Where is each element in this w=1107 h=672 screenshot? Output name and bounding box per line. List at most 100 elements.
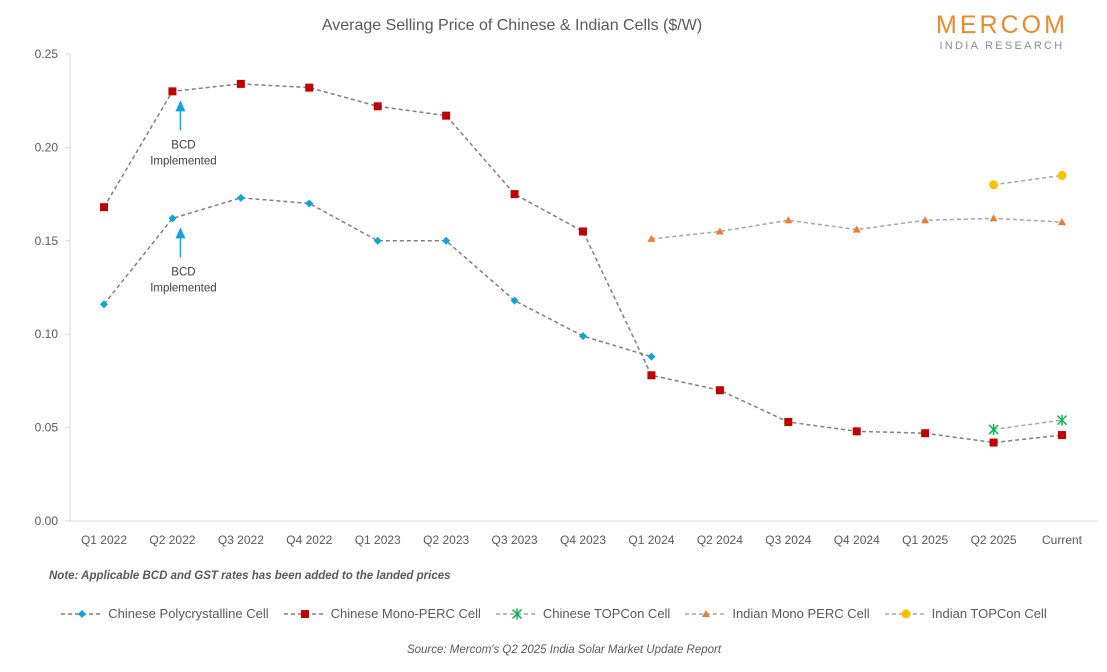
annotation-line2: Implemented — [150, 155, 216, 167]
legend-swatch-star-icon — [495, 608, 538, 619]
bcd-annotation: BCD Implemented — [150, 227, 217, 294]
y-tick-label: 0.25 — [35, 47, 59, 61]
legend-item: Chinese TOPCon Cell — [495, 606, 670, 621]
source-text: Source: Mercom's Q2 2025 India Solar Mar… — [406, 644, 722, 656]
legend-marker — [300, 609, 309, 618]
legend-marker — [901, 609, 911, 618]
series-line-chinese-mono-perc-cell — [103, 83, 1063, 444]
data-point-chinese-mono-perc-cell — [100, 203, 108, 212]
x-tick-label: Q4 2024 — [834, 533, 880, 547]
data-point-chinese-mono-perc-cell — [373, 102, 382, 111]
legend-marker — [511, 608, 522, 619]
data-point-indian-mono-perc-cell — [989, 214, 998, 222]
data-point-chinese-polycrystalline-cell — [305, 199, 314, 208]
data-point-indian-topcon-cell — [1057, 170, 1067, 180]
y-tick-label: 0.05 — [35, 421, 59, 435]
y-tick-label: 0.20 — [35, 140, 59, 154]
data-point-chinese-polycrystalline-cell — [442, 236, 451, 245]
axes: 0.00 0.05 0.10 0.15 0.20 0.25 Q1 2022 Q2 2022 Q3… — [35, 47, 1097, 547]
x-tick-label: Q1 2024 — [628, 533, 674, 547]
data-point-indian-topcon-cell — [989, 180, 999, 190]
legend-swatch-circle-icon — [884, 609, 927, 618]
data-point-chinese-mono-perc-cell — [1058, 431, 1067, 440]
x-tick-label: Q3 2023 — [492, 533, 538, 547]
series-line-chinese-topcon-cell — [993, 419, 1063, 431]
brand-name: MERCOM — [936, 11, 1068, 39]
data-point-indian-mono-perc-cell — [852, 225, 861, 233]
data-point-chinese-mono-perc-cell — [715, 386, 724, 395]
legend-item: Indian TOPCon Cell — [884, 606, 1047, 621]
series-line-indian-topcon-cell — [993, 174, 1063, 186]
data-point-chinese-topcon-cell — [988, 423, 999, 435]
data-point-chinese-mono-perc-cell — [442, 111, 451, 120]
legend-label: Chinese Mono-PERC Cell — [330, 606, 481, 621]
y-tick-label: 0.15 — [35, 234, 59, 248]
legend-swatch-triangle-icon — [685, 609, 728, 617]
annotations: BCD Implemented BCD Implemented — [150, 100, 217, 294]
arrow-up-icon — [175, 227, 186, 239]
annotation-line2: Implemented — [150, 282, 216, 294]
legend-swatch-square-icon — [283, 609, 326, 618]
data-point-chinese-polycrystalline-cell — [647, 352, 656, 361]
data-point-indian-mono-perc-cell — [784, 216, 793, 224]
x-tick-label: Current — [1042, 533, 1083, 547]
data-point-chinese-mono-perc-cell — [852, 427, 861, 436]
x-tick-label: Q3 2022 — [218, 533, 264, 547]
data-point-indian-mono-perc-cell — [715, 227, 724, 235]
legend-item: Chinese Polycrystalline Cell — [60, 606, 269, 621]
x-tick-label: Q2 2025 — [971, 533, 1017, 547]
data-point-chinese-polycrystalline-cell — [373, 236, 382, 245]
series-lines — [103, 83, 1063, 444]
legend-item: Indian Mono PERC Cell — [684, 606, 870, 621]
data-point-chinese-mono-perc-cell — [236, 79, 245, 88]
annotation-line1: BCD — [171, 266, 195, 278]
x-tick-label: Q4 2023 — [560, 533, 606, 547]
brand-subtitle: INDIA RESEARCH — [939, 40, 1065, 52]
data-point-chinese-polycrystalline-cell — [579, 332, 588, 341]
legend-label: Chinese Polycrystalline Cell — [108, 606, 269, 621]
brand-logo: MERCOM INDIA RESEARCH — [936, 12, 1068, 52]
data-point-chinese-mono-perc-cell — [989, 438, 998, 447]
data-point-chinese-mono-perc-cell — [510, 190, 519, 199]
legend-marker — [78, 609, 87, 618]
legend-marker — [702, 609, 711, 617]
series-line-chinese-polycrystalline-cell — [103, 197, 652, 358]
data-point-indian-mono-perc-cell — [921, 216, 930, 224]
x-tick-label: Q1 2025 — [902, 533, 948, 547]
data-point-chinese-mono-perc-cell — [784, 417, 793, 426]
data-point-chinese-polycrystalline-cell — [236, 193, 245, 202]
legend-swatch-diamond-icon — [61, 609, 104, 618]
legend-item: Chinese Mono-PERC Cell — [283, 606, 481, 621]
data-point-chinese-mono-perc-cell — [168, 87, 177, 96]
chart-note: Note: Applicable BCD and GST rates has b… — [49, 570, 451, 582]
data-point-chinese-mono-perc-cell — [647, 371, 656, 380]
annotation-line1: BCD — [171, 139, 195, 151]
x-tick-label: Q4 2022 — [286, 533, 332, 547]
x-tick-label: Q1 2022 — [81, 533, 127, 547]
data-point-chinese-polycrystalline-cell — [510, 296, 519, 305]
x-tick-label: Q3 2024 — [765, 533, 811, 547]
bcd-annotation: BCD Implemented — [150, 100, 217, 167]
data-point-indian-mono-perc-cell — [1058, 218, 1067, 226]
x-tick-label: Q2 2022 — [149, 533, 195, 547]
legend-label: Indian TOPCon Cell — [931, 606, 1047, 621]
data-point-chinese-mono-perc-cell — [921, 429, 930, 438]
series-markers — [100, 79, 1068, 447]
legend-label: Chinese TOPCon Cell — [542, 606, 671, 621]
legend-label: Indian Mono PERC Cell — [732, 606, 870, 621]
data-point-chinese-mono-perc-cell — [579, 227, 588, 236]
legend: Chinese Polycrystalline Cell Chinese Mono… — [0, 606, 1107, 621]
y-tick-label: 0.10 — [35, 327, 59, 341]
x-tick-label: Q1 2023 — [355, 533, 401, 547]
y-tick-label: 0.00 — [35, 514, 59, 528]
data-point-chinese-polycrystalline-cell — [100, 300, 108, 309]
arrow-up-icon — [175, 100, 186, 112]
x-tick-label: Q2 2024 — [697, 533, 743, 547]
x-tick-label: Q2 2023 — [423, 533, 469, 547]
data-point-chinese-topcon-cell — [1057, 414, 1068, 426]
data-point-indian-mono-perc-cell — [647, 234, 656, 242]
data-point-chinese-mono-perc-cell — [305, 83, 314, 92]
data-point-chinese-polycrystalline-cell — [168, 214, 177, 223]
chart-title: Average Selling Price of Chinese & India… — [321, 17, 703, 34]
